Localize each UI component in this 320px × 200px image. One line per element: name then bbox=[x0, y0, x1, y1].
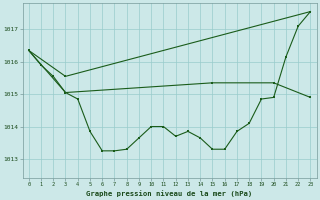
X-axis label: Graphe pression niveau de la mer (hPa): Graphe pression niveau de la mer (hPa) bbox=[86, 190, 253, 197]
